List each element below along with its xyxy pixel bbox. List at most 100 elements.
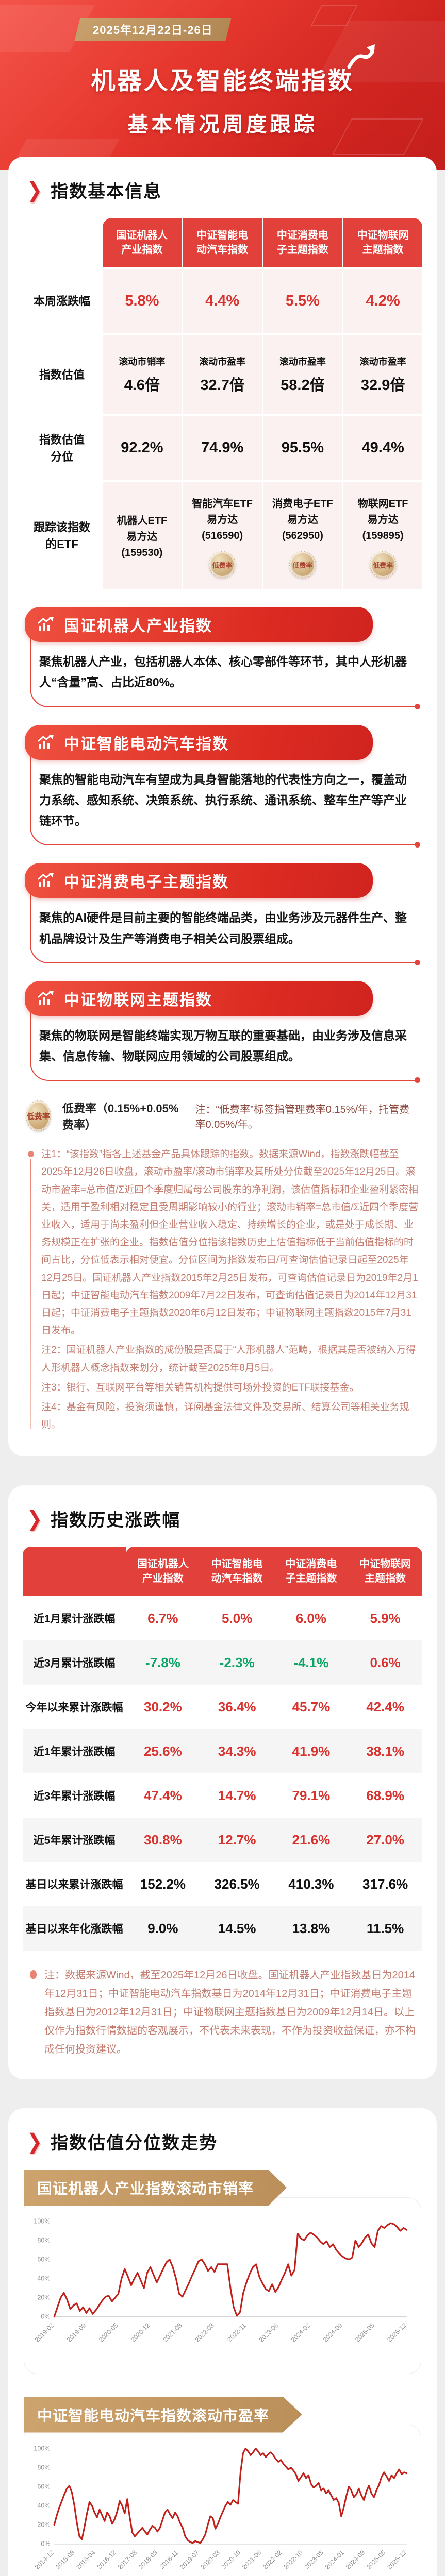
etf-name-line: 物联网ETF [357, 498, 408, 510]
index-section: 中证消费电子主题指数聚焦的AI硬件是目前主要的智能终端品类，由业务涉及元器件生产… [25, 863, 420, 965]
chart-block: 中证智能电动汽车指数滚动市盈率 0% 20% 40% 60% 80% 100% 2014-12… [24, 2396, 421, 2576]
info-table-cell: 滚动市盈率 32.9倍 [343, 335, 422, 414]
history-value: 14.7% [218, 1787, 256, 1803]
x-axis-tick: 2020-12 [129, 2322, 151, 2344]
history-table-column-header: 中证物联网 主题指数 [348, 1547, 422, 1597]
x-axis-tick: 2024-09 [344, 2549, 366, 2570]
history-value: 38.1% [366, 1743, 404, 1759]
etf-name-line: (516590) [202, 530, 243, 541]
history-table-header: 国证机器人 产业指数 中证智能电 动汽车指数 中证消费电 子主题指数 中证物联网 主题… [23, 1547, 422, 1597]
y-axis-tick: 20% [37, 2294, 50, 2301]
history-value: 317.6% [362, 1876, 408, 1892]
history-table-row: 今年以来累计涨跌幅 30.2% 36.4% 45.7% 42.4% [23, 1685, 422, 1729]
x-axis-tick: 2017-08 [117, 2549, 138, 2570]
history-value: 47.4% [144, 1787, 182, 1803]
chart-line [53, 2447, 408, 2544]
valuation-metric-label: 滚动市盈率 [279, 357, 326, 367]
chart-block: 国证机器人产业指数滚动市销率 0% 20% 40% 60% 80% 100% 2019-02 2… [24, 2170, 421, 2374]
history-value: 45.7% [292, 1699, 331, 1715]
history-value: 41.9% [292, 1743, 331, 1759]
info-table-cell: 滚动市盈率 58.2倍 [263, 335, 342, 414]
info-table-row-label: 跟踪该指数 的ETF [33, 520, 90, 551]
index-section-banner: 中证物联网主题指数 [25, 980, 373, 1016]
index-section-banner: 国证机器人产业指数 [25, 607, 373, 642]
index-section-text: 聚焦的AI硬件是目前主要的智能终端品类，由业务涉及元器件生产、整机品牌设计及生产… [39, 911, 407, 945]
etf-name-line: 易方达 [367, 514, 399, 526]
y-axis-tick: 60% [37, 2256, 50, 2263]
x-axis-tick: 2019-02 [34, 2322, 55, 2344]
info-table-cell: 4.2% [343, 269, 422, 333]
history-table-column-header: 中证消费电 子主题指数 [274, 1547, 349, 1597]
x-axis-tick: 2014-12 [34, 2549, 55, 2570]
history-value: 5.0% [221, 1610, 253, 1626]
x-axis-tick: 2023-06 [258, 2322, 279, 2344]
x-axis-tick: 2019-07 [178, 2549, 200, 2570]
percentile-charts: 国证机器人产业指数滚动市销率 0% 20% 40% 60% 80% 100% 2019-02 2… [23, 2170, 422, 2576]
history-value: 13.8% [292, 1920, 331, 1936]
y-axis-tick: 40% [37, 2502, 50, 2509]
y-axis-tick: 0% [41, 2540, 50, 2547]
footnotes-list: 注1：“该指数”指各上述基金产品具体跟踪的指数。数据来源Wind，指数涨跌幅截至… [28, 1146, 419, 1434]
valuation-metric-label: 滚动市盈率 [199, 357, 246, 367]
x-axis-tick: 2020-03 [200, 2549, 221, 2570]
history-table-row: 近1月累计涨跌幅 6.7% 5.0% 6.0% 5.9% [23, 1596, 422, 1640]
history-value: 68.9% [366, 1787, 404, 1803]
low-fee-badge-icon: 低费率 [209, 551, 236, 578]
valuation-value: 32.7倍 [200, 377, 244, 394]
history-row-label: 基日以来年化涨跌幅 [25, 1923, 123, 1936]
history-value: 25.6% [144, 1743, 182, 1759]
index-section-text: 聚焦的智能电动汽车有望成为具身智能落地的代表性方向之一，覆盖动力系统、感知系统、… [39, 772, 407, 828]
index-info-table: 国证机器人 产业指数 中证智能电 动汽车指数 中证消费电 子主题指数 中证物联网 主题… [23, 218, 422, 589]
fee-legend: 低费率 低费率（0.15%+0.05%费率） 注：“低费率”标签指管理费率0.1… [26, 1099, 419, 1132]
info-table-value: 92.2% [121, 439, 163, 456]
x-axis-tick: 2020-05 [97, 2322, 119, 2344]
x-axis-tick: 2025-05 [354, 2322, 375, 2344]
bar-chart-arrow-icon [38, 990, 54, 1005]
footnote-text: 注3：银行、互联网平台等相关销售机构提供可场外投资的ETF联接基金。 [41, 1382, 359, 1393]
info-table-cell: 滚动市盈率 32.7倍 [183, 335, 262, 414]
x-axis-tick: 2021-08 [161, 2322, 183, 2344]
history-value: 9.0% [147, 1920, 178, 1936]
history-returns-table: 国证机器人 产业指数 中证智能电 动汽车指数 中证消费电 子主题指数 中证物联网 主题… [23, 1547, 422, 1951]
x-axis-tick: 2022-03 [194, 2322, 216, 2344]
index-section-description: 聚焦的AI硬件是目前主要的智能终端品类，由业务涉及元器件生产、整机品牌设计及生产… [30, 892, 420, 965]
history-value: -7.8% [145, 1654, 180, 1670]
history-value: 42.4% [366, 1699, 404, 1715]
x-axis-tick: 2018-03 [137, 2549, 159, 2570]
x-axis-tick: 2024-09 [322, 2322, 343, 2344]
history-value: 27.0% [366, 1832, 404, 1848]
index-section-description: 聚焦机器人产业，包括机器人本体、核心零部件等环节，其中人形机器人“含量”高、占比… [30, 636, 420, 709]
index-section-description: 聚焦的物联网是智能终端实现万物互联的重要基础，由业务涉及信息采集、信息传输、物联… [30, 1009, 420, 1083]
x-axis-tick: 2019-09 [65, 2322, 87, 2344]
history-row-label: 今年以来累计涨跌幅 [25, 1702, 123, 1714]
history-value: 410.3% [288, 1876, 334, 1892]
history-value: 5.9% [370, 1610, 401, 1626]
info-table-cell: 92.2% [103, 416, 182, 480]
etf-name-line: (562950) [282, 530, 323, 541]
history-row-label: 近3年累计涨跌幅 [33, 1790, 116, 1803]
info-table-cell: 滚动市销率 4.6倍 [103, 335, 182, 414]
low-fee-badge-icon: 低费率 [26, 1100, 51, 1132]
x-axis-tick: 2016-04 [75, 2549, 96, 2570]
y-axis-tick: 40% [37, 2275, 50, 2282]
footnote-text: 注1：“该指数”指各上述基金产品具体跟踪的指数。数据来源Wind，指数涨跌幅截至… [41, 1149, 419, 1336]
chart-container: 0% 20% 40% 60% 80% 100% 2014-12 2015-08 2016-04 2… [24, 2424, 421, 2576]
bar-chart-arrow-icon [38, 734, 54, 749]
history-value: 0.6% [370, 1654, 401, 1670]
x-axis-tick: 2025-12 [386, 2549, 407, 2570]
info-table-value: 4.2% [366, 293, 400, 309]
y-axis-tick: 80% [37, 2237, 50, 2244]
trend-arrow-icon [347, 44, 375, 69]
history-value: 36.4% [218, 1699, 256, 1715]
info-table-cell: 智能汽车ETF 易方达 (516590) 低费率 [183, 482, 262, 589]
history-value: 12.7% [218, 1832, 256, 1848]
index-section-banner: 中证消费电子主题指数 [25, 863, 373, 899]
info-table-cell: 物联网ETF 易方达 (159895) 低费率 [343, 482, 422, 589]
valuation-value: 4.6倍 [124, 377, 160, 394]
x-axis-tick: 2025-12 [386, 2322, 407, 2344]
index-section-text: 聚焦机器人产业，包括机器人本体、核心零部件等环节，其中人形机器人“含量”高、占比… [39, 655, 407, 689]
fee-legend-label: 低费率（0.15%+0.05%费率） [62, 1102, 179, 1132]
info-table-cell: 5.5% [263, 269, 342, 333]
history-value: 21.6% [292, 1832, 331, 1848]
